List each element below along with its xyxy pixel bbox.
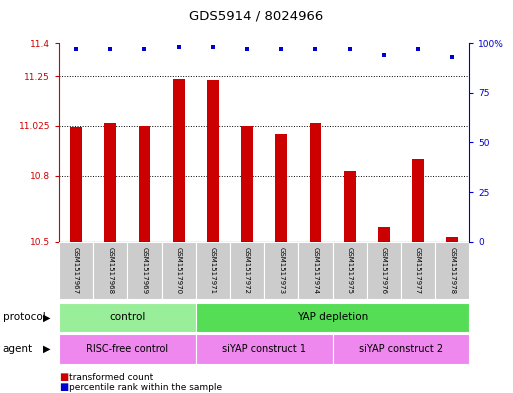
Point	[243, 46, 251, 52]
Text: GSM1517976: GSM1517976	[381, 247, 387, 294]
Bar	[196, 303, 469, 332]
Bar	[196, 242, 230, 299]
Text: GSM1517969: GSM1517969	[142, 247, 148, 294]
Point	[106, 46, 114, 52]
Bar	[332, 242, 367, 299]
Point	[72, 46, 80, 52]
Text: ▶: ▶	[44, 344, 51, 354]
Text: ■: ■	[59, 372, 68, 382]
Bar	[93, 242, 127, 299]
Point	[380, 52, 388, 58]
Bar	[378, 228, 390, 242]
Text: GSM1517968: GSM1517968	[107, 247, 113, 294]
Bar	[196, 334, 332, 364]
Text: ▶: ▶	[44, 312, 51, 322]
Point	[346, 46, 354, 52]
Bar	[162, 242, 196, 299]
Point	[414, 46, 422, 52]
Bar	[344, 171, 356, 242]
Text: GSM1517967: GSM1517967	[73, 247, 79, 294]
Text: agent: agent	[3, 344, 33, 354]
Text: siYAP construct 1: siYAP construct 1	[222, 344, 306, 354]
Text: protocol: protocol	[3, 312, 45, 322]
Text: transformed count: transformed count	[69, 373, 153, 382]
Text: RISC-free control: RISC-free control	[86, 344, 168, 354]
Bar	[332, 334, 469, 364]
Bar	[412, 159, 424, 242]
Text: percentile rank within the sample: percentile rank within the sample	[69, 383, 222, 391]
Bar	[230, 242, 264, 299]
Point	[174, 44, 183, 50]
Bar	[173, 79, 185, 242]
Text: GSM1517974: GSM1517974	[312, 247, 319, 294]
Bar	[207, 80, 219, 242]
Bar	[446, 237, 458, 242]
Text: GSM1517973: GSM1517973	[278, 247, 284, 294]
Bar	[139, 126, 150, 242]
Point	[277, 46, 285, 52]
Bar	[70, 127, 82, 242]
Text: YAP depletion: YAP depletion	[297, 312, 368, 322]
Text: siYAP construct 2: siYAP construct 2	[359, 344, 443, 354]
Text: GSM1517977: GSM1517977	[415, 247, 421, 294]
Text: GSM1517970: GSM1517970	[175, 247, 182, 294]
Bar	[241, 126, 253, 242]
Bar	[367, 242, 401, 299]
Text: GSM1517971: GSM1517971	[210, 247, 216, 294]
Text: GDS5914 / 8024966: GDS5914 / 8024966	[189, 10, 324, 23]
Point	[209, 44, 217, 50]
Bar	[59, 334, 196, 364]
Point	[311, 46, 320, 52]
Bar	[59, 242, 93, 299]
Bar	[127, 242, 162, 299]
Bar	[309, 123, 322, 242]
Bar	[401, 242, 435, 299]
Bar	[264, 242, 299, 299]
Point	[141, 46, 149, 52]
Text: GSM1517978: GSM1517978	[449, 247, 456, 294]
Text: control: control	[109, 312, 146, 322]
Text: GSM1517975: GSM1517975	[347, 247, 353, 294]
Point	[448, 54, 457, 60]
Bar	[104, 123, 116, 242]
Bar	[275, 134, 287, 242]
Bar	[299, 242, 332, 299]
Text: ■: ■	[59, 382, 68, 392]
Text: GSM1517972: GSM1517972	[244, 247, 250, 294]
Bar	[435, 242, 469, 299]
Bar	[59, 303, 196, 332]
